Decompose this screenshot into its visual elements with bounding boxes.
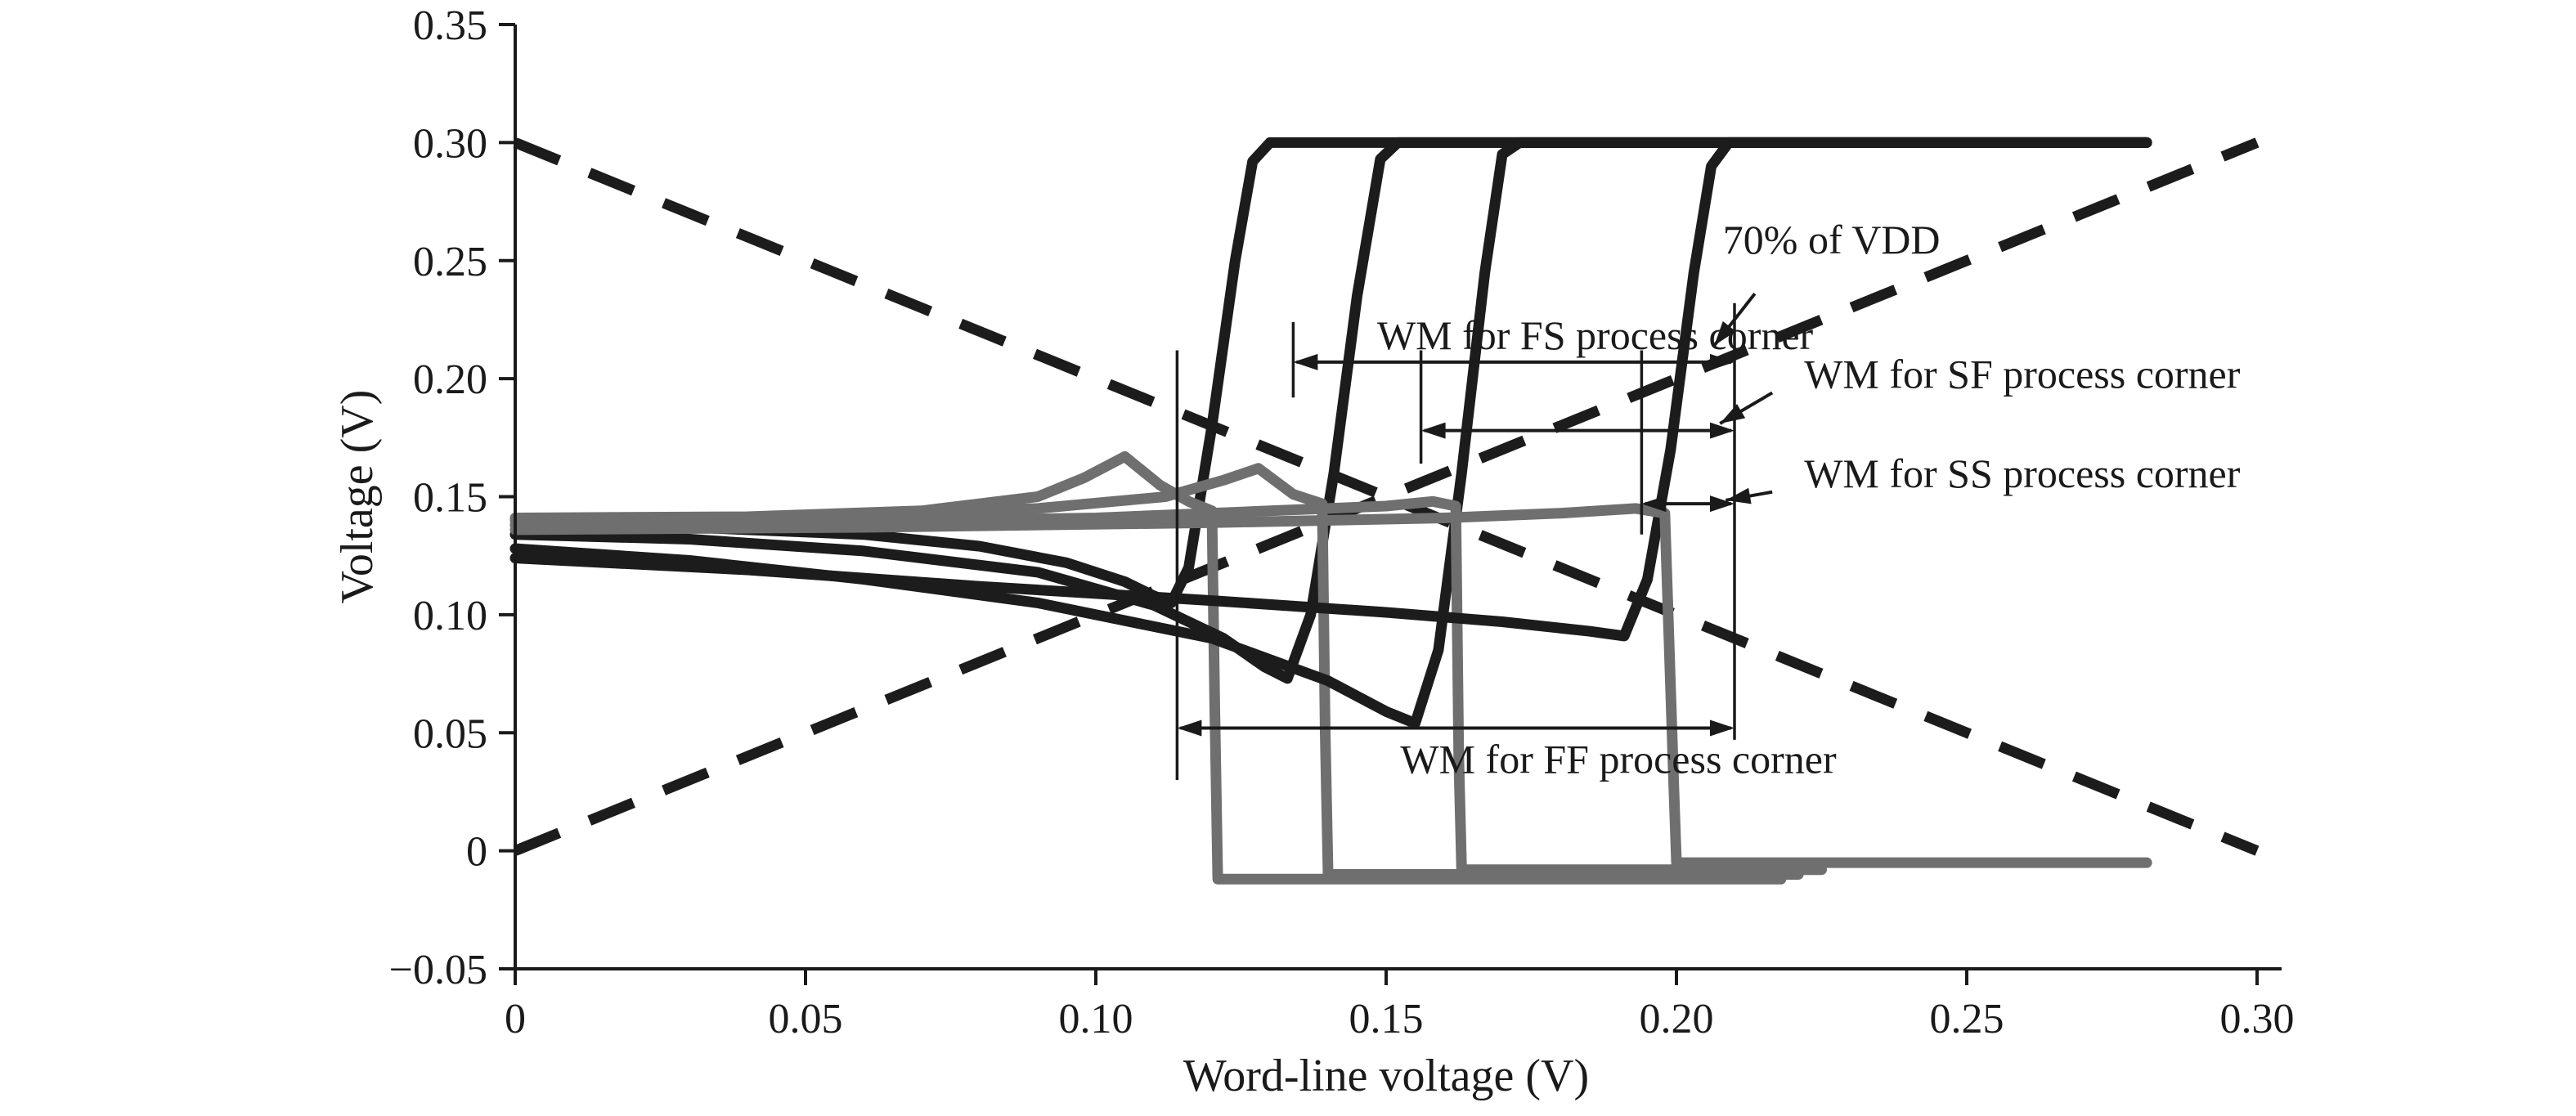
wm-arrowhead-left-ff — [1177, 719, 1202, 737]
wm-arrowhead-right-ff — [1710, 719, 1735, 737]
curve-sf-node-low — [509, 495, 1827, 876]
x-tick-label-1: 0.05 — [769, 996, 843, 1042]
wm-arrowhead-right-sf — [1710, 422, 1735, 439]
curve-ss-node-low — [509, 503, 2152, 868]
wm-arrowhead-left-sf — [1420, 422, 1446, 439]
dashed-ramp-0 — [513, 137, 2260, 856]
x-tick-label-3: 0.15 — [1349, 996, 1424, 1042]
curve-fs-node-high — [509, 137, 2152, 684]
annotation-wm-ss: WM for SS process corner — [1804, 450, 2241, 496]
x-axis-title: Word-line voltage (V) — [1183, 1051, 1589, 1101]
y-tick-label-3: 0.10 — [413, 593, 487, 639]
x-tick-label-6: 0.30 — [2220, 996, 2295, 1042]
y-tick-label-6: 0.25 — [413, 239, 487, 285]
leader-arrowhead-ss — [1726, 487, 1752, 504]
y-axis-title: Voltage (V) — [332, 390, 383, 604]
leader-arrowhead-vdd70 — [1714, 320, 1736, 346]
wm-arrowhead-right-ss — [1710, 495, 1735, 513]
x-tick-label-5: 0.25 — [1930, 996, 2004, 1042]
annotation-wm-sf: WM for SF process corner — [1804, 352, 2241, 397]
y-tick-label-1: 0 — [466, 829, 487, 876]
y-tick-label-2: 0.05 — [413, 710, 487, 757]
curve-ss-node-high — [509, 137, 2152, 642]
x-tick-label-2: 0.10 — [1059, 996, 1133, 1042]
leader-arrowhead-sf — [1720, 404, 1746, 424]
y-tick-label-5: 0.20 — [413, 356, 487, 403]
y-tick-label-4: 0.15 — [413, 475, 487, 522]
x-tick-label-4: 0.20 — [1640, 996, 1714, 1042]
y-tick-label-7: 0.30 — [413, 120, 487, 167]
annotation-wm-fs: WM for FS process corner — [1377, 312, 1814, 358]
y-tick-label-0: −0.05 — [389, 947, 487, 993]
wm-arrowhead-left-fs — [1293, 353, 1318, 370]
y-tick-label-8: 0.35 — [413, 2, 487, 49]
annotation-vdd70: 70% of VDD — [1723, 217, 1941, 262]
dashed-ramp-1 — [513, 137, 2260, 856]
curve-fs-node-low — [509, 463, 1804, 880]
annotation-wm-ff: WM for FF process corner — [1400, 736, 1837, 782]
x-tick-label-0: 0 — [505, 996, 526, 1042]
wm-arrowhead-right-fs — [1710, 353, 1735, 370]
wm-arrowhead-left-ss — [1641, 495, 1667, 513]
